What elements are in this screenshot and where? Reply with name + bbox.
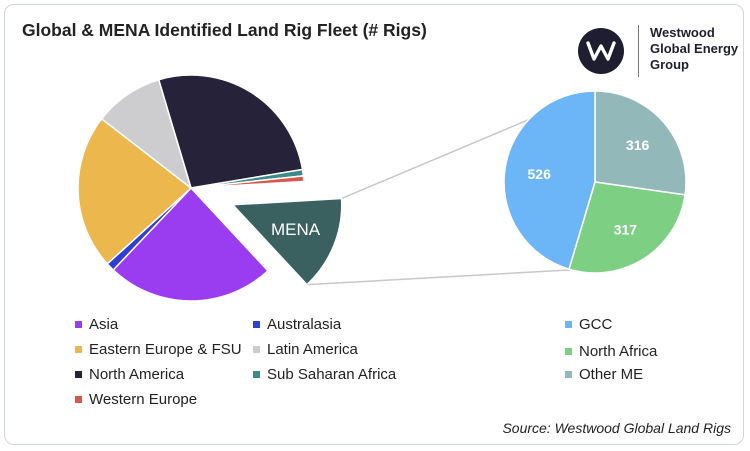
sub-slice-north-africa <box>568 181 686 274</box>
sub-slice-label-gcc: 526 <box>528 166 552 182</box>
legend-swatch <box>253 346 260 353</box>
sub-slice-label-other-me: 316 <box>626 137 650 153</box>
legend-swatch <box>565 321 572 328</box>
legend-swatch <box>565 348 572 355</box>
legend-item-eastern-europe-fsu: Eastern Europe & FSU <box>75 341 242 358</box>
connector-bottom <box>306 268 588 286</box>
slice-label-mena: MENA <box>271 220 321 239</box>
chart-frame: Global & MENA Identified Land Rig Fleet … <box>4 4 744 445</box>
legend-label: Latin America <box>267 341 358 358</box>
sub-pie: 316 317 526 <box>503 90 687 274</box>
legend-item-western-europe: Western Europe <box>75 391 197 408</box>
legend-label: North America <box>89 366 185 383</box>
legend-swatch <box>75 396 82 403</box>
legend-label: North Africa <box>579 343 658 360</box>
slice-eastern-europe-fsu <box>77 117 193 265</box>
logo-text: Westwood Global Energy Group <box>650 25 738 73</box>
legend-swatch <box>565 371 572 378</box>
legend-item-north-africa: North Africa <box>565 343 657 360</box>
legend-item-australasia: Australasia <box>253 316 341 333</box>
slice-latin-america <box>100 78 193 191</box>
legend-item-gcc: GCC <box>565 316 612 333</box>
legend-item-sub-saharan-africa: Sub Saharan Africa <box>253 366 396 383</box>
source-note: Source: Westwood Global Land Rigs <box>502 420 731 436</box>
legend-swatch <box>253 321 260 328</box>
legend-item-asia: Asia <box>75 316 118 333</box>
pie-charts: MENA 316 317 526 <box>77 74 687 302</box>
slice-western-europe <box>190 175 305 189</box>
legend-swatch <box>75 371 82 378</box>
legend-item-other-me: Other ME <box>565 366 643 383</box>
legend-item-latin-america: Latin America <box>253 341 358 358</box>
logo-line-1: Westwood <box>650 25 715 40</box>
legend-label: Other ME <box>579 366 644 383</box>
legend-label: Asia <box>89 316 119 333</box>
logo-circle-icon <box>578 28 624 74</box>
legend-item-north-america: North America <box>75 366 184 383</box>
sub-slice-gcc <box>503 90 596 271</box>
legend-label: Western Europe <box>89 391 198 408</box>
legend-swatch <box>75 321 82 328</box>
sub-slice-other-me <box>594 90 687 196</box>
chart-title: Global & MENA Identified Land Rig Fleet … <box>22 20 427 40</box>
slice-north-america <box>157 74 304 189</box>
slice-asia <box>112 186 269 302</box>
logo-divider <box>638 25 639 77</box>
legend-label: Australasia <box>267 316 342 333</box>
legend-label: GCC <box>579 316 613 333</box>
main-pie: MENA <box>77 74 343 302</box>
legend-swatch <box>253 371 260 378</box>
westwood-logo: Westwood Global Energy Group <box>578 25 738 77</box>
logo-w-icon <box>586 41 616 61</box>
slice-mena <box>231 197 343 286</box>
logo-line-2: Global Energy <box>650 41 739 56</box>
legend-label: Sub Saharan Africa <box>267 366 397 383</box>
logo-line-3: Group <box>650 57 689 72</box>
legend-label: Eastern Europe & FSU <box>89 341 242 358</box>
legend-swatch <box>75 346 82 353</box>
sub-slice-label-north-africa: 317 <box>614 222 638 238</box>
